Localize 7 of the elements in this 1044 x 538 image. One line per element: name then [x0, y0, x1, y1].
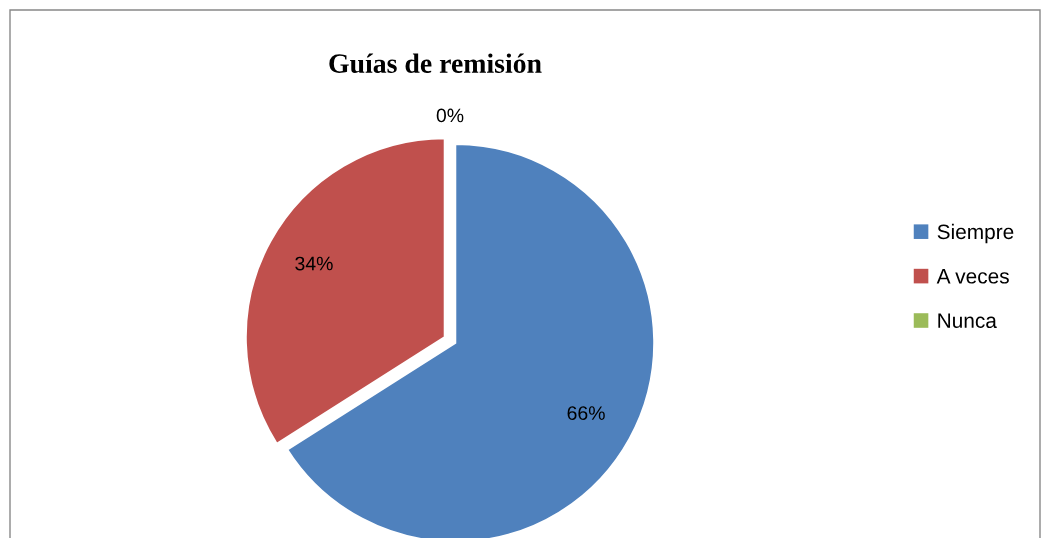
legend-label: A veces: [936, 269, 1009, 284]
legend-label: Siempre: [937, 223, 1014, 244]
data-label: 34%: [295, 256, 333, 271]
text: 0%: [436, 108, 464, 123]
data-label: 66%: [567, 406, 605, 421]
legend-label: Nunca: [938, 313, 997, 329]
chart-title: Guías de remisión: [329, 53, 542, 74]
